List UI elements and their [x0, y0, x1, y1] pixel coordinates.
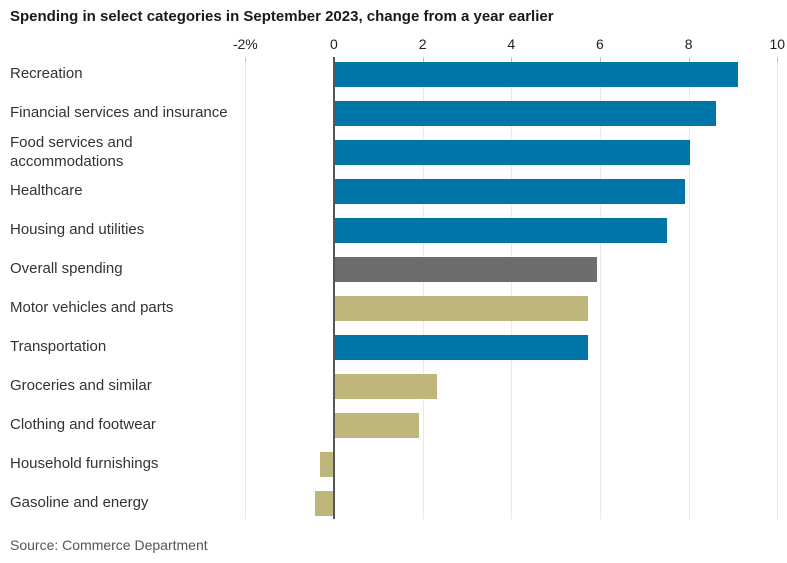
- gridline: [245, 62, 247, 519]
- category-label: Overall spending: [10, 260, 123, 278]
- bar: [334, 374, 437, 399]
- bar: [319, 452, 333, 477]
- gridline: [511, 62, 513, 519]
- category-label: Food services and accommodations: [10, 133, 133, 170]
- axis-tick-label: 2: [418, 36, 427, 52]
- axis-tick: [777, 57, 779, 62]
- axis-tick: [511, 57, 513, 62]
- category-label: Household furnishings: [10, 455, 159, 473]
- category-label: Groceries and similar: [10, 377, 152, 395]
- axis-tick-label: 6: [596, 36, 604, 52]
- category-label: Financial services and insurance: [10, 104, 228, 122]
- gridline: [688, 62, 690, 519]
- gridline: [599, 62, 601, 519]
- category-label: Gasoline and energy: [10, 494, 149, 512]
- axis-tick: [245, 57, 247, 62]
- source-note: Source: Commerce Department: [10, 537, 208, 553]
- bar: [334, 257, 597, 282]
- bar: [334, 296, 588, 321]
- axis-tick-label: 8: [684, 36, 693, 52]
- axis-tick-label: 10: [769, 36, 786, 52]
- axis-tick-label: 4: [507, 36, 516, 52]
- axis-tick: [599, 57, 601, 62]
- category-label: Healthcare: [10, 182, 83, 200]
- bar: [334, 179, 686, 204]
- gridline: [422, 62, 424, 519]
- axis-tick-label: 0: [330, 36, 338, 52]
- category-label: Recreation: [10, 65, 83, 83]
- bar: [334, 413, 420, 438]
- chart-title: Spending in select categories in Septemb…: [10, 8, 554, 25]
- bar: [334, 218, 668, 243]
- axis-tick: [422, 57, 424, 62]
- axis-tick: [688, 57, 690, 62]
- category-label: Transportation: [10, 338, 107, 356]
- bar: [334, 101, 717, 126]
- category-label: Clothing and footwear: [10, 416, 156, 434]
- bar: [334, 62, 739, 87]
- gridline: [777, 62, 779, 519]
- category-label: Housing and utilities: [10, 221, 145, 239]
- axis-tick-label: -2%: [232, 36, 258, 52]
- bar: [315, 491, 333, 516]
- bar: [334, 335, 588, 360]
- zero-axis-line: [332, 57, 335, 519]
- bar: [334, 140, 690, 165]
- category-label: Motor vehicles and parts: [10, 299, 174, 317]
